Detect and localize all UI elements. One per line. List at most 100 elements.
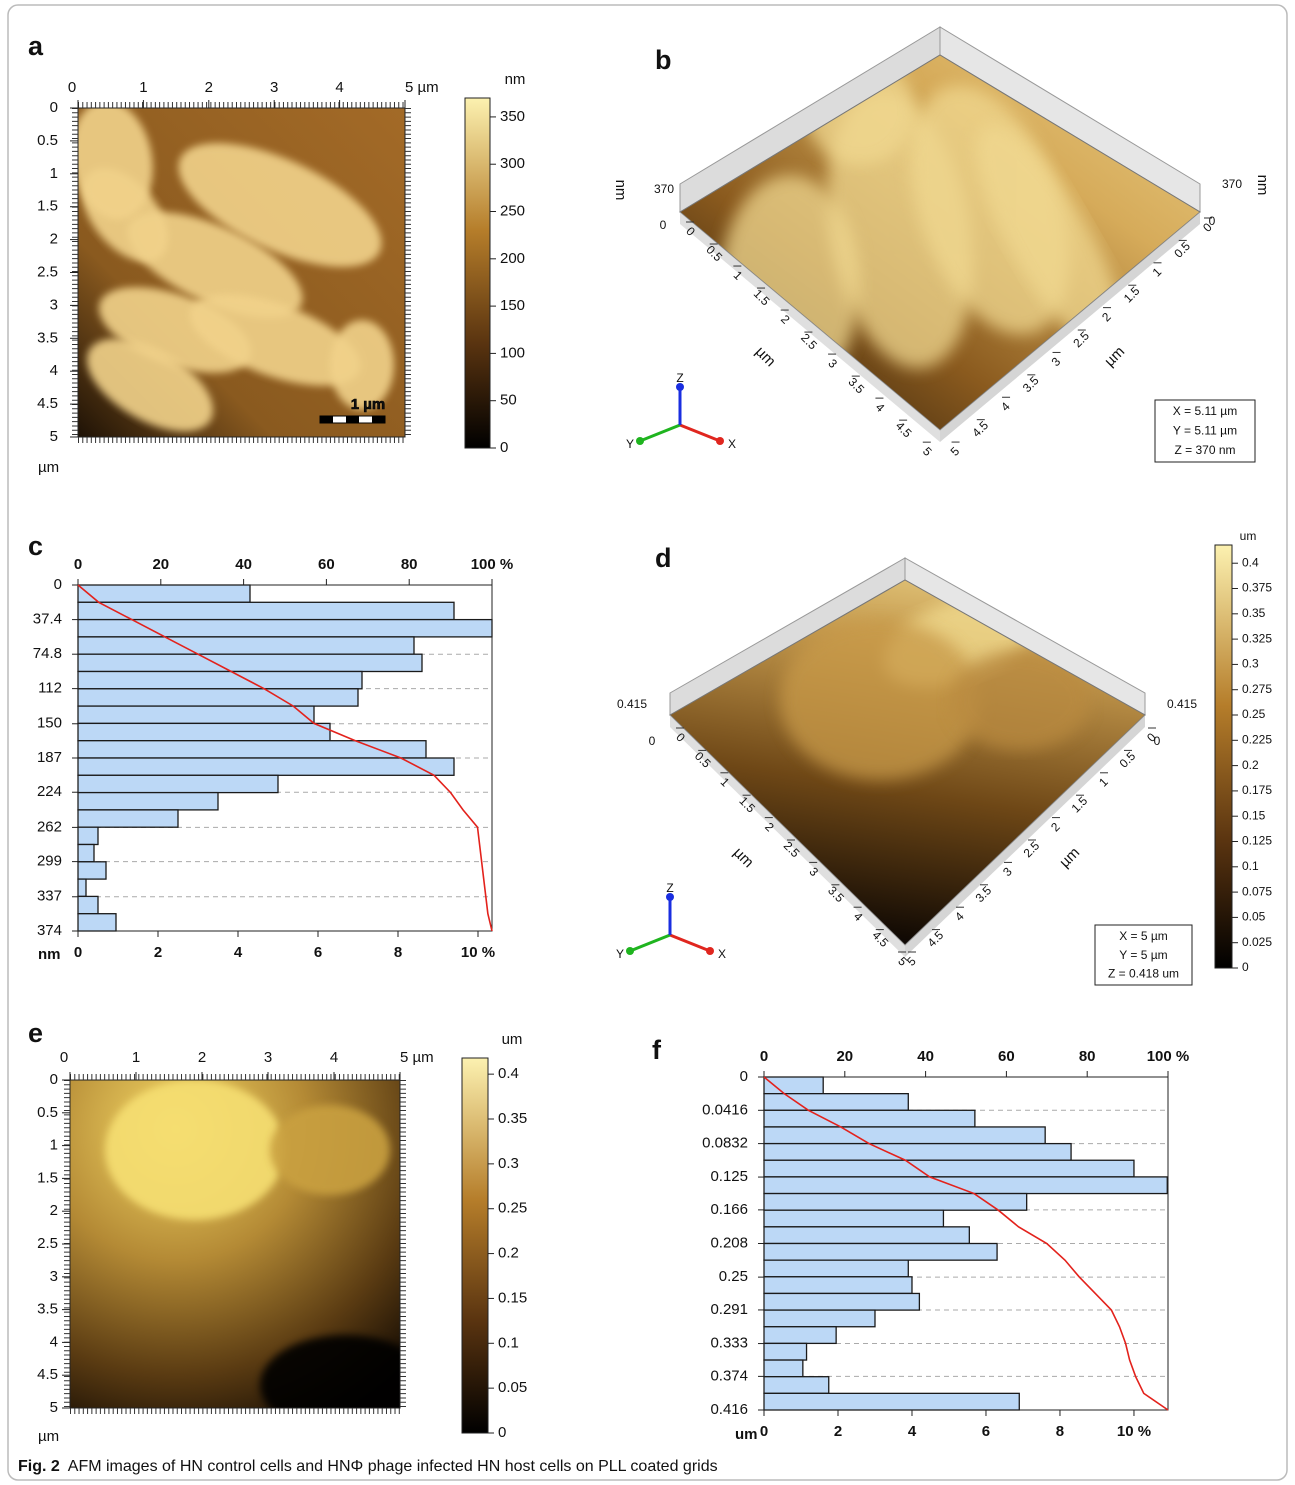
- bar: [764, 1127, 1045, 1144]
- axis-triad-label: Y: [626, 437, 634, 451]
- y-tick-label: 112: [38, 680, 62, 697]
- edge-tick-label: 2: [778, 312, 793, 327]
- colorbar-tick-label: 0.125: [1242, 834, 1272, 848]
- colorbar-tick-label: 0.375: [1242, 581, 1272, 595]
- axis-unit: µm: [38, 459, 59, 476]
- z-max-label: 0.415: [617, 697, 647, 711]
- z-unit: nm: [612, 180, 629, 201]
- colorbar-tick-label: 0.275: [1242, 682, 1272, 696]
- x2-tick-label: 60: [998, 1048, 1015, 1065]
- edge-tick-label: 4.5: [893, 419, 915, 441]
- x-tick-label: 10 %: [461, 944, 495, 961]
- colorbar-unit: um: [1240, 529, 1257, 543]
- edge-tick-label: 4: [851, 909, 866, 924]
- bar: [78, 879, 86, 896]
- colorbar-tick-label: 50: [500, 392, 517, 409]
- y-tick-label: 224: [37, 783, 62, 800]
- y-tick-label: 1: [50, 165, 58, 182]
- bar: [78, 810, 178, 827]
- caption: Fig. 2AFM images of HN control cells and…: [18, 1458, 718, 1475]
- x-tick-label: 4: [335, 79, 343, 96]
- cell: [270, 1105, 390, 1195]
- bar: [78, 862, 106, 879]
- colorbar-tick-label: 0.3: [1242, 657, 1259, 671]
- y-tick-label: 1.5: [37, 1169, 58, 1186]
- x-tick-label: 4: [908, 1423, 917, 1440]
- colorbar-tick-label: 0.35: [1242, 606, 1266, 620]
- bar: [78, 845, 94, 862]
- x-tick-label: 8: [1056, 1423, 1064, 1440]
- axis-triad-head: [706, 947, 714, 955]
- y-tick-label: 4: [50, 362, 58, 379]
- colorbar-tick-label: 0: [1242, 960, 1249, 974]
- edge-tick-label: 5: [920, 444, 935, 459]
- colorbar-tick-label: 100: [500, 344, 525, 361]
- colorbar-tick-label: 350: [500, 108, 525, 125]
- z-min-label: 0: [649, 734, 656, 748]
- y-tick-label: 337: [37, 888, 62, 905]
- colorbar-tick-label: 0.3: [498, 1155, 519, 1172]
- bar: [78, 689, 358, 706]
- y-tick-label: 299: [37, 853, 62, 870]
- y-tick-label: 0.166: [710, 1201, 748, 1218]
- bar: [78, 672, 362, 689]
- x-tick-label: 8: [394, 944, 402, 961]
- x2-tick-label: 20: [836, 1048, 853, 1065]
- bar: [78, 896, 98, 913]
- z-min-label: 0: [1209, 214, 1216, 228]
- x-tick-label: 0: [60, 1049, 68, 1066]
- y-tick-label: 0.0832: [702, 1135, 748, 1152]
- bar: [764, 1393, 1019, 1410]
- panel-label: d: [655, 543, 672, 573]
- bar: [764, 1377, 829, 1394]
- x-tick-label: 4: [234, 944, 243, 961]
- axis-triad-head: [636, 437, 644, 445]
- z-max-label: 370: [654, 182, 674, 196]
- x-tick-label: 0: [74, 944, 82, 961]
- edge-tick-label: 1: [1150, 265, 1165, 280]
- y-tick-label: 187: [37, 749, 62, 766]
- bar: [78, 914, 116, 931]
- colorbar-tick-label: 0.05: [498, 1379, 527, 1396]
- info-line: Z = 370 nm: [1174, 443, 1235, 457]
- edge-tick-label: 2.5: [1070, 328, 1092, 350]
- x-tick-label: 2: [154, 944, 162, 961]
- info-line: Y = 5.11 µm: [1173, 424, 1237, 438]
- axis-unit: µm: [1056, 844, 1083, 871]
- y-tick-label: 0: [50, 1071, 58, 1088]
- y-tick-label: 0.208: [710, 1234, 748, 1251]
- y-tick-label: 0.5: [37, 132, 58, 149]
- colorbar-tick-label: 0.4: [498, 1065, 519, 1082]
- y-tick-label: 374: [37, 922, 62, 939]
- colorbar-tick-label: 0.15: [1242, 808, 1266, 822]
- axis-triad-label: X: [718, 947, 726, 961]
- x-tick-label: 1: [139, 79, 147, 96]
- info-line: X = 5.11 µm: [1173, 404, 1237, 418]
- axis-unit: µm: [38, 1428, 59, 1445]
- scale-bar-label: 1 µm: [351, 396, 386, 413]
- bar: [78, 827, 98, 844]
- y-tick-label: 2.5: [37, 1235, 58, 1252]
- colorbar-tick-label: 150: [500, 297, 525, 314]
- axis-triad-label: Z: [676, 371, 683, 385]
- bar: [764, 1327, 836, 1344]
- x-tick-label: 6: [982, 1423, 990, 1440]
- z-unit: nm: [1254, 175, 1271, 196]
- x-tick-label: 2: [205, 79, 213, 96]
- bar: [764, 1244, 997, 1261]
- x-tick-label: 2: [198, 1049, 206, 1066]
- x-tick-label: 1: [132, 1049, 140, 1066]
- edge-tick-label: 5: [948, 444, 963, 459]
- y-tick-label: 5: [50, 428, 58, 445]
- x2-tick-label: 0: [74, 556, 82, 573]
- y-tick-label: 3.5: [37, 1301, 58, 1318]
- y-tick-label: 0.0416: [702, 1101, 748, 1118]
- y-tick-label: 262: [37, 818, 62, 835]
- colorbar-tick-label: 0.325: [1242, 631, 1272, 645]
- caption-text: AFM images of HN control cells and HNΦ p…: [68, 1458, 718, 1475]
- colorbar-tick-label: 0.1: [498, 1334, 519, 1351]
- y-tick-label: 74.8: [33, 645, 62, 662]
- axis-unit: nm: [38, 946, 61, 963]
- figure: Fig. 2AFM images of HN control cells and…: [0, 0, 1295, 1485]
- y-tick-label: 1: [50, 1137, 58, 1154]
